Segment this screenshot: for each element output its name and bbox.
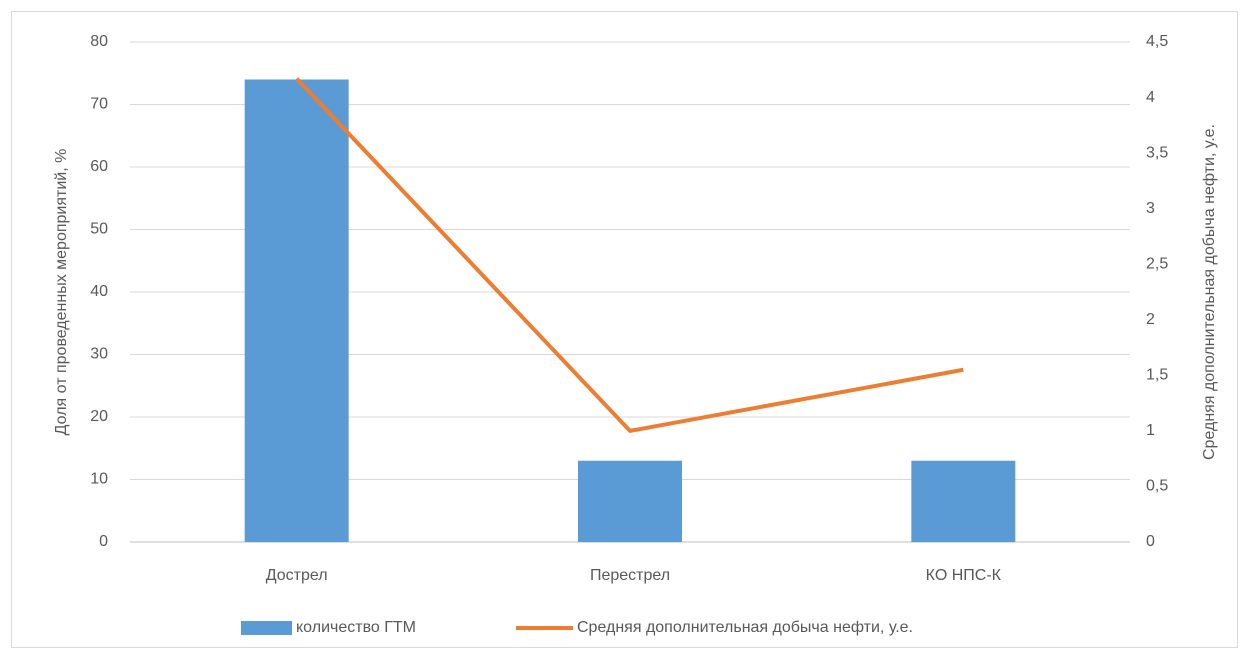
y-tick-label: 50 bbox=[90, 221, 108, 238]
y2-tick-label: 1,5 bbox=[1146, 367, 1168, 384]
legend-label: Средняя дополнительная добыча нефти, у.е… bbox=[577, 619, 913, 636]
legend-swatch bbox=[241, 621, 292, 635]
bar bbox=[578, 460, 682, 542]
y2-tick-label: 3 bbox=[1146, 200, 1155, 217]
y2-tick-label: 0,5 bbox=[1146, 478, 1168, 495]
y-tick-label: 0 bbox=[99, 533, 108, 550]
legend-label: количество ГТМ bbox=[296, 619, 416, 636]
chart-frame bbox=[11, 11, 1238, 648]
y2-tick-label: 2,5 bbox=[1146, 255, 1168, 272]
y-tick-label: 70 bbox=[90, 96, 108, 113]
y2-tick-label: 4 bbox=[1146, 89, 1155, 106]
y2-tick-label: 1 bbox=[1146, 422, 1155, 439]
y-tick-label: 40 bbox=[90, 283, 108, 300]
line bbox=[295, 77, 964, 433]
y2-axis-title: Средняя дополнительная добыча нефти, у.е… bbox=[1201, 124, 1218, 460]
x-tick-label: Дострел bbox=[266, 567, 328, 584]
y-tick-label: 20 bbox=[90, 408, 108, 425]
y-tick-label: 10 bbox=[90, 471, 108, 488]
y-axis-title: Доля от проведенных мероприятий, % bbox=[53, 149, 70, 436]
y2-tick-label: 0 bbox=[1146, 533, 1155, 550]
x-tick-label: КО НПС-К bbox=[926, 567, 1002, 584]
bar bbox=[244, 79, 349, 542]
y2-tick-label: 4,5 bbox=[1146, 33, 1168, 50]
y-tick-label: 60 bbox=[90, 158, 108, 175]
bar bbox=[911, 460, 1016, 542]
y2-tick-label: 3,5 bbox=[1146, 144, 1168, 161]
y-tick-label: 80 bbox=[90, 33, 108, 50]
y2-tick-label: 2 bbox=[1146, 311, 1155, 328]
y-tick-label: 30 bbox=[90, 346, 108, 363]
x-tick-label: Перестрел bbox=[590, 567, 670, 584]
